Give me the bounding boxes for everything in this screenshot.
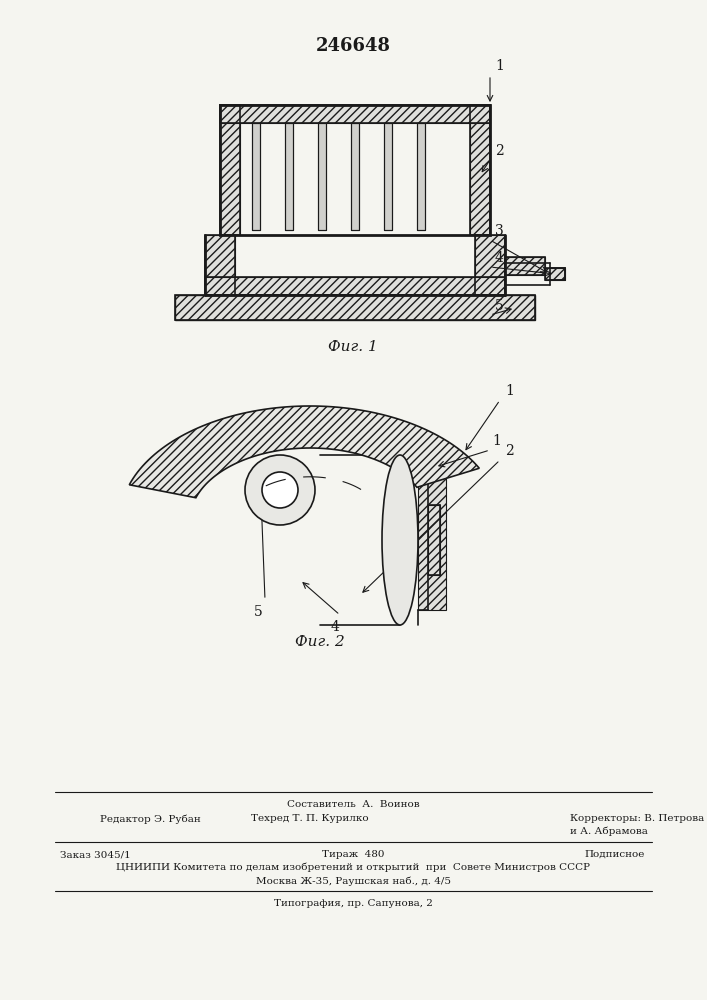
Bar: [475, 235, 505, 295]
Bar: [220, 105, 240, 235]
Bar: [175, 295, 535, 320]
Circle shape: [245, 455, 315, 525]
Text: Составитель  А.  Воинов: Составитель А. Воинов: [286, 800, 419, 809]
Text: 1: 1: [492, 434, 501, 448]
Bar: [351, 123, 359, 230]
Text: 2: 2: [505, 444, 514, 458]
Bar: [205, 277, 505, 295]
Bar: [318, 123, 326, 230]
Text: 246648: 246648: [315, 37, 390, 55]
Bar: [351, 123, 359, 230]
Text: Типография, пр. Сапунова, 2: Типография, пр. Сапунова, 2: [274, 899, 433, 908]
Text: Техред Т. П. Курилко: Техред Т. П. Курилко: [251, 814, 369, 823]
Text: Москва Ж-35, Раушская наб., д. 4/5: Москва Ж-35, Раушская наб., д. 4/5: [255, 876, 450, 886]
Text: 5: 5: [254, 605, 262, 619]
Bar: [384, 123, 392, 230]
Circle shape: [262, 472, 298, 508]
Text: Фиг. 2: Фиг. 2: [295, 635, 345, 649]
Bar: [220, 105, 240, 235]
Bar: [252, 123, 260, 230]
Bar: [220, 105, 490, 123]
Bar: [286, 123, 293, 230]
Text: 5: 5: [495, 299, 504, 313]
Bar: [470, 105, 490, 235]
Bar: [545, 268, 565, 280]
Bar: [205, 235, 235, 295]
Bar: [175, 295, 535, 320]
Text: и А. Абрамова: и А. Абрамова: [570, 826, 648, 836]
Bar: [418, 470, 446, 610]
Bar: [545, 268, 565, 280]
Text: Тираж  480: Тираж 480: [322, 850, 384, 859]
PathPatch shape: [129, 406, 479, 498]
Text: Подписное: Подписное: [585, 850, 645, 859]
Bar: [205, 277, 505, 295]
Text: Фиг. 1: Фиг. 1: [328, 340, 378, 354]
Text: 2: 2: [495, 144, 504, 158]
Bar: [416, 123, 425, 230]
Text: Заказ 3045/1: Заказ 3045/1: [60, 850, 131, 859]
Bar: [470, 105, 490, 235]
Bar: [428, 505, 440, 575]
Text: 3: 3: [495, 224, 504, 238]
Bar: [505, 257, 545, 275]
Text: 1: 1: [505, 384, 514, 398]
Text: Корректоры: В. Петрова: Корректоры: В. Петрова: [570, 814, 704, 823]
Bar: [384, 123, 392, 230]
Text: ЦНИИПИ Комитета по делам изобретений и открытий  при  Совете Министров СССР: ЦНИИПИ Комитета по делам изобретений и о…: [116, 863, 590, 872]
Bar: [505, 257, 545, 275]
Text: 4: 4: [331, 620, 339, 634]
Bar: [205, 235, 235, 295]
Bar: [286, 123, 293, 230]
Text: Редактор Э. Рубан: Редактор Э. Рубан: [100, 814, 201, 824]
Bar: [416, 123, 425, 230]
Bar: [475, 235, 505, 295]
Bar: [220, 105, 490, 235]
Bar: [318, 123, 326, 230]
Ellipse shape: [382, 455, 418, 625]
Bar: [252, 123, 260, 230]
Text: 1: 1: [495, 59, 504, 73]
Bar: [220, 105, 490, 123]
Text: 4: 4: [495, 251, 504, 265]
